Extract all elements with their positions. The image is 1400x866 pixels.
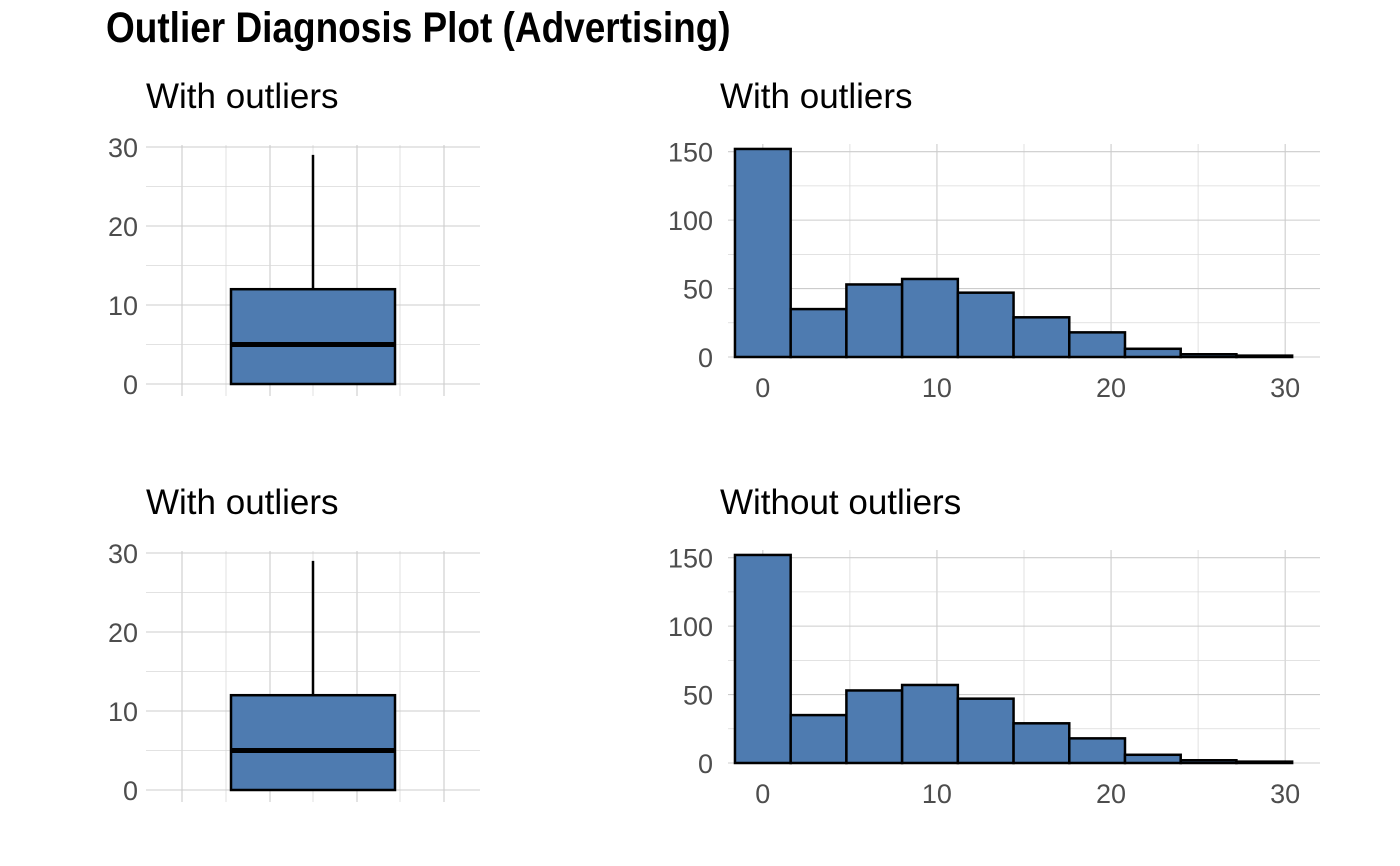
y-tick-label: 100 (668, 612, 713, 642)
x-tick-label: 0 (755, 779, 770, 809)
y-tick-label: 150 (668, 138, 713, 168)
x-tick-label: 10 (922, 779, 952, 809)
y-tick-label: 150 (668, 544, 713, 574)
histogram-bar (1123, 753, 1182, 765)
y-tick-label: 20 (108, 618, 138, 648)
y-tick-label: 20 (108, 212, 138, 242)
y-tick-label: 50 (683, 681, 713, 711)
panel-4: Without outliers 0 50 100 150 0 10 20 30 (668, 483, 1320, 809)
x-tick-label: 0 (755, 373, 770, 403)
x-tick-label: 20 (1096, 373, 1126, 403)
panel-title: With outliers (720, 77, 913, 116)
panel-2: With outliers 0 50 100 150 0 10 20 30 (668, 77, 1320, 403)
histogram-bar (733, 147, 792, 359)
histogram-bar (1012, 722, 1071, 765)
y-tick-label: 0 (698, 749, 713, 779)
histogram-bar (789, 307, 848, 359)
x-tick-label: 20 (1096, 779, 1126, 809)
histogram-bar (1179, 353, 1238, 359)
y-tick-label: 50 (683, 275, 713, 305)
histogram-bar (1123, 347, 1182, 359)
y-tick-label: 30 (108, 539, 138, 569)
histogram-bar (1179, 759, 1238, 765)
panel-3: With outliers 0 10 20 30 (108, 483, 480, 806)
main-title: Outlier Diagnosis Plot (Advertising) (106, 4, 731, 52)
histogram-bar (900, 277, 960, 359)
y-tick-label: 10 (108, 291, 138, 321)
histogram-bar (1235, 760, 1294, 765)
histogram-bar (1068, 737, 1127, 765)
histogram-bar (956, 291, 1015, 359)
x-tick-label: 30 (1270, 373, 1300, 403)
histogram-bar (900, 683, 960, 765)
y-tick-label: 0 (698, 343, 713, 373)
box-iqr (229, 693, 397, 792)
histogram-bar (1235, 354, 1294, 359)
y-tick-label: 30 (108, 133, 138, 163)
histogram-bar (845, 689, 904, 765)
panel-title: Without outliers (720, 483, 961, 522)
histogram-bar (733, 553, 792, 765)
y-tick-label: 0 (123, 370, 138, 400)
panel-title: With outliers (146, 483, 339, 522)
histogram-bar (845, 283, 904, 359)
histogram-bar (1068, 331, 1127, 359)
panel-title: With outliers (146, 77, 339, 116)
histogram-bar (956, 697, 1015, 765)
x-tick-label: 30 (1270, 779, 1300, 809)
histogram-bar (1012, 316, 1071, 359)
y-tick-label: 0 (123, 776, 138, 806)
histogram-bar (789, 713, 848, 765)
x-tick-label: 10 (922, 373, 952, 403)
panel-1: With outliers 0 10 20 30 (108, 77, 480, 400)
y-tick-label: 10 (108, 697, 138, 727)
box-iqr (229, 287, 397, 386)
y-tick-label: 100 (668, 206, 713, 236)
